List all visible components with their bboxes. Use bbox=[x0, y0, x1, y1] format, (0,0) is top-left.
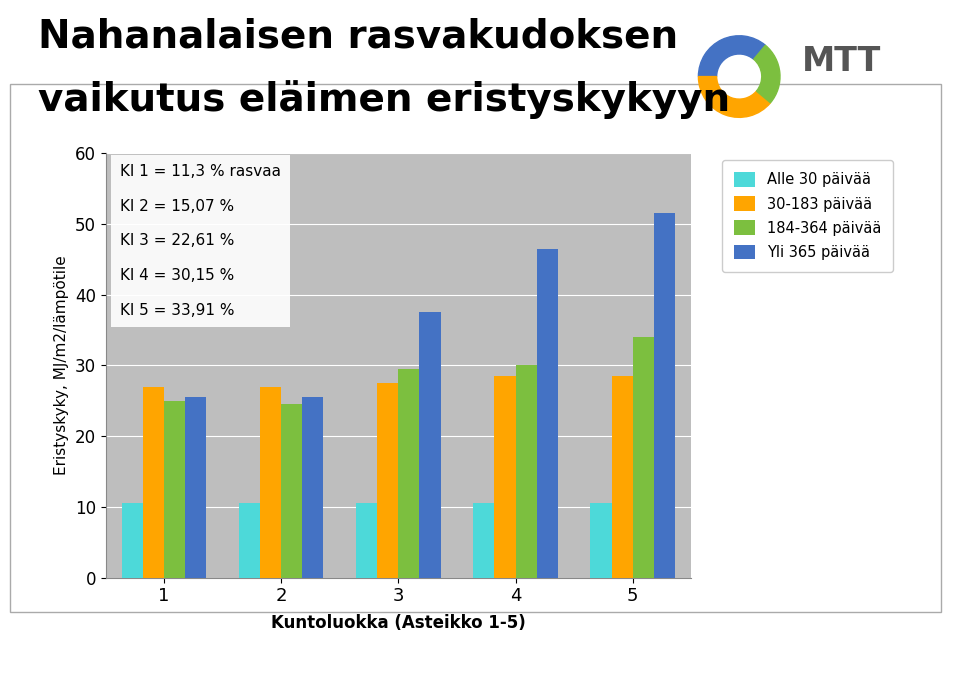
Bar bbox=[420, 313, 441, 578]
Bar bbox=[239, 503, 260, 578]
Bar bbox=[537, 248, 558, 578]
Bar bbox=[654, 213, 675, 578]
Bar bbox=[590, 503, 612, 578]
Bar bbox=[281, 404, 302, 578]
Bar bbox=[143, 387, 164, 578]
Bar bbox=[377, 383, 398, 578]
Bar bbox=[260, 387, 281, 578]
Bar bbox=[356, 503, 377, 578]
Bar bbox=[185, 397, 206, 578]
Bar bbox=[612, 376, 633, 578]
Text: vaikutus eläimen eristyskykyyn: vaikutus eläimen eristyskykyyn bbox=[38, 80, 731, 119]
Bar bbox=[398, 369, 420, 578]
Wedge shape bbox=[698, 77, 771, 118]
Text: Kl 1 = 11,3 % rasvaa

Kl 2 = 15,07 %

Kl 3 = 22,61 %

Kl 4 = 30,15 %

Kl 5 = 33,: Kl 1 = 11,3 % rasvaa Kl 2 = 15,07 % Kl 3… bbox=[120, 164, 281, 318]
Wedge shape bbox=[698, 35, 765, 77]
Bar bbox=[302, 397, 324, 578]
Wedge shape bbox=[754, 45, 780, 103]
Text: MTT: MTT bbox=[802, 45, 881, 78]
X-axis label: Kuntoluokka (Asteikko 1-5): Kuntoluokka (Asteikko 1-5) bbox=[271, 614, 526, 632]
Bar bbox=[122, 503, 143, 578]
Bar bbox=[164, 401, 185, 578]
Bar bbox=[473, 503, 494, 578]
Bar bbox=[494, 376, 516, 578]
Text: Nahanalaisen rasvakudoksen: Nahanalaisen rasvakudoksen bbox=[38, 17, 679, 56]
Legend: Alle 30 päivää, 30-183 päivää, 184-364 päivää, Yli 365 päivää: Alle 30 päivää, 30-183 päivää, 184-364 p… bbox=[722, 160, 893, 271]
Bar bbox=[516, 365, 537, 578]
Y-axis label: Eristyskyky, MJ/m2/lämpötile: Eristyskyky, MJ/m2/lämpötile bbox=[54, 255, 69, 475]
Bar bbox=[633, 337, 654, 578]
